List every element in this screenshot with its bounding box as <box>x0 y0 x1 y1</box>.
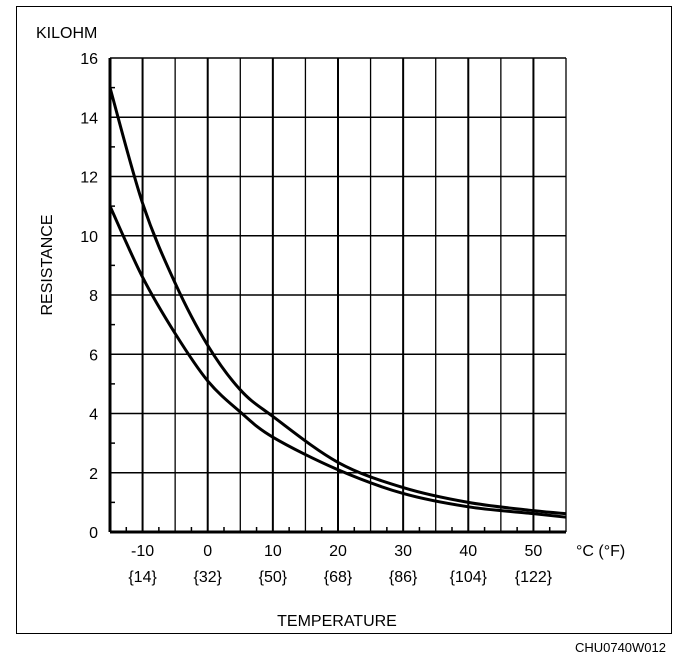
x-tick-label-fahrenheit: {68} <box>324 569 353 586</box>
y-tick-label: 16 <box>80 51 98 68</box>
y-unit-label: KILOHM <box>36 25 97 42</box>
x-tick-label: 50 <box>525 543 543 560</box>
x-tick-label: 20 <box>329 543 347 560</box>
x-tick-label: -10 <box>131 543 154 560</box>
x-tick-label: 30 <box>394 543 412 560</box>
x-tick-label-fahrenheit: {14} <box>128 569 157 586</box>
x-unit-label: °C (°F) <box>576 543 625 560</box>
x-tick-label: 10 <box>264 543 282 560</box>
y-axis-title: RESISTANCE <box>39 214 56 315</box>
y-tick-label: 6 <box>89 347 98 364</box>
x-tick-label-fahrenheit: {32} <box>193 569 222 586</box>
series <box>108 87 567 519</box>
y-tick-label: 2 <box>89 466 98 483</box>
x-tick-label-fahrenheit: {50} <box>259 569 288 586</box>
y-tick-label: 12 <box>80 170 98 187</box>
y-tick-label: 4 <box>89 407 98 424</box>
x-tick-label-fahrenheit: {104} <box>450 569 488 586</box>
labels: 0 2 4 6 8 10 12 14 16 -10 {14} 0 {32} 10 {50} 20 {68} 30 {… <box>36 25 625 630</box>
figure-id: CHU0740W012 <box>574 640 666 655</box>
chart-frame <box>16 6 672 634</box>
x-axis-title: TEMPERATURE <box>277 613 397 630</box>
x-tick-label: 40 <box>459 543 477 560</box>
grid <box>108 57 567 534</box>
y-tick-label: 10 <box>80 229 98 246</box>
x-tick-label-fahrenheit: {122} <box>515 569 553 586</box>
x-tick-label-fahrenheit: {86} <box>389 569 418 586</box>
y-tick-label: 14 <box>80 110 98 127</box>
series-line-lower-limit <box>108 205 567 519</box>
x-tick-label: 0 <box>203 543 212 560</box>
series-line-upper-limit <box>108 87 567 516</box>
y-tick-label: 0 <box>89 525 98 542</box>
y-tick-label: 8 <box>89 288 98 305</box>
